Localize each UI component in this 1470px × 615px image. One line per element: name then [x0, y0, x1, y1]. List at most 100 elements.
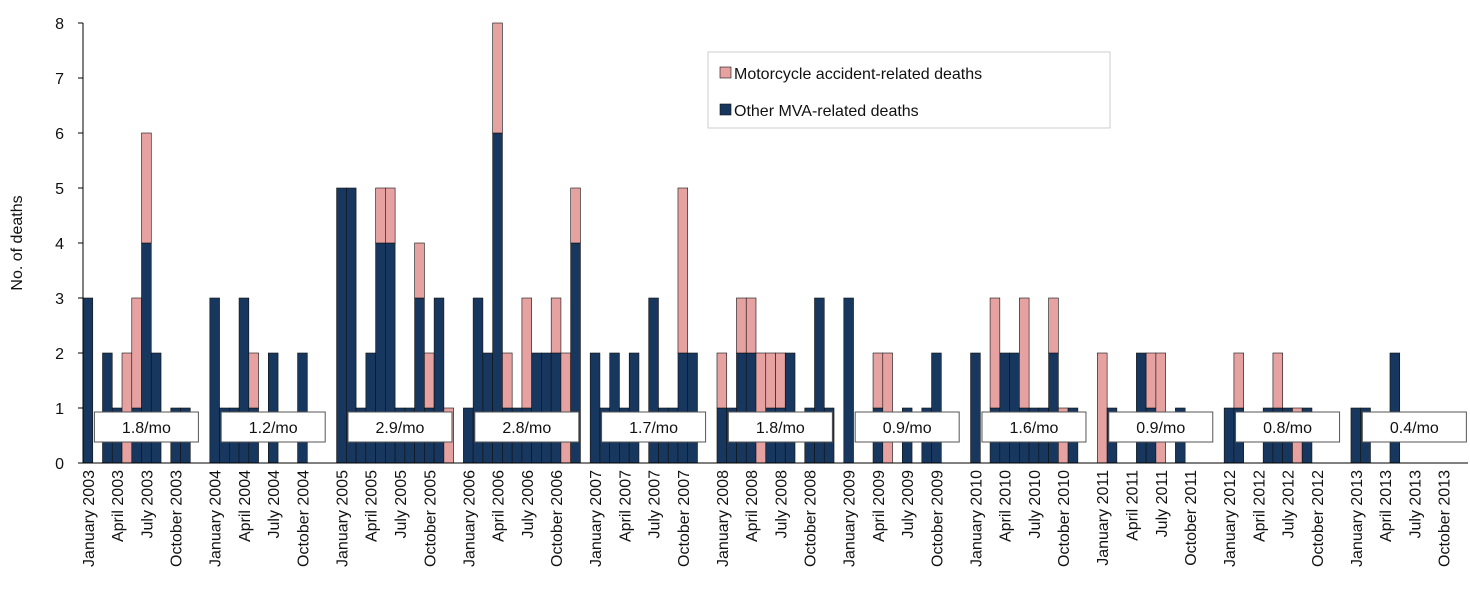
- bar-segment: [765, 352, 776, 409]
- bar-segment: [1019, 297, 1030, 409]
- bar-segment: [609, 352, 620, 464]
- bar-segment: [736, 352, 747, 464]
- bar-segment: [560, 352, 571, 464]
- y-tick-label: 0: [55, 456, 64, 473]
- x-tick-label: October 2005: [422, 470, 439, 567]
- bar-segment: [989, 297, 1001, 409]
- x-tick-label: January 2010: [968, 470, 985, 567]
- bar-segment: [521, 297, 532, 409]
- x-tick-label: January 2012: [1222, 470, 1239, 567]
- x-tick-label: April 2011: [1125, 470, 1142, 541]
- bar-segment: [1145, 352, 1157, 409]
- x-tick-label: April 2003: [110, 470, 127, 542]
- x-tick-label: January 2003: [81, 470, 98, 567]
- bar-segment: [1097, 352, 1108, 464]
- x-tick-label: July 2012: [1281, 470, 1298, 539]
- rate-annotation: 2.9/mo: [376, 420, 425, 437]
- bar-segment: [141, 132, 152, 244]
- x-tick-label: July 2006: [520, 470, 537, 539]
- bar-segment: [755, 352, 767, 464]
- bar-segment: [716, 352, 728, 409]
- bar-segment: [385, 187, 396, 244]
- y-tick-label: 3: [55, 291, 64, 308]
- bar-segment: [550, 352, 562, 464]
- bar-segment: [677, 187, 689, 354]
- rate-annotation: 1.8/mo: [756, 420, 805, 437]
- x-tick-label: July 2004: [266, 470, 283, 539]
- bar-segment: [716, 407, 728, 464]
- legend-box: [707, 51, 1111, 129]
- bar-segment: [1223, 407, 1235, 464]
- x-tick-label: April 2010: [998, 470, 1015, 542]
- bar-segment: [82, 297, 94, 464]
- rate-box: [1361, 411, 1467, 443]
- rate-box: [220, 411, 326, 443]
- bar-segment: [248, 352, 259, 409]
- x-tick-label: October 2010: [1056, 470, 1073, 567]
- bar-segment: [1350, 407, 1362, 464]
- bar-segment: [365, 352, 376, 464]
- legend-label: Motorcycle accident-related deaths: [734, 66, 982, 83]
- rate-box: [1235, 411, 1341, 443]
- bar-segment: [424, 352, 435, 409]
- bar-segment: [550, 297, 562, 354]
- bar-segment: [677, 352, 689, 464]
- bar-segment: [570, 187, 581, 244]
- bar-segment: [999, 352, 1010, 464]
- x-tick-label: July 2005: [393, 470, 410, 539]
- bar-segment: [931, 352, 942, 464]
- x-tick-label: July 2009: [900, 470, 917, 539]
- bar-segment: [1272, 352, 1283, 409]
- rate-box: [1108, 411, 1214, 443]
- bar-segment: [1389, 352, 1401, 464]
- x-tick-label: January 2005: [334, 470, 351, 567]
- rate-box: [93, 411, 199, 443]
- x-tick-label: April 2009: [871, 470, 888, 542]
- x-tick-label: October 2007: [676, 470, 693, 567]
- y-tick-label: 1: [55, 401, 64, 418]
- rate-annotation: 0.8/mo: [1263, 420, 1312, 437]
- bar-segment: [843, 297, 854, 464]
- y-tick-label: 2: [55, 346, 64, 363]
- rate-annotation: 0.9/mo: [883, 420, 932, 437]
- rate-box: [601, 411, 707, 443]
- bar-segment: [414, 242, 425, 299]
- bar-segment: [492, 22, 503, 134]
- y-tick-label: 6: [55, 126, 64, 143]
- rate-annotation: 1.7/mo: [629, 420, 678, 437]
- x-tick-label: October 2004: [295, 470, 312, 567]
- bar-segment: [131, 297, 142, 409]
- rate-box: [854, 411, 960, 443]
- bar-segment: [687, 352, 698, 464]
- x-tick-label: July 2010: [1027, 470, 1044, 539]
- bar-segment: [745, 352, 757, 464]
- x-tick-label: January 2011: [1095, 470, 1112, 566]
- bar-segment: [297, 352, 308, 464]
- bar-segment: [463, 407, 474, 464]
- y-tick-label: 4: [55, 236, 64, 253]
- bar-segment: [736, 297, 747, 354]
- bar-segment: [745, 297, 757, 354]
- x-tick-label: July 2007: [647, 470, 664, 539]
- bar-segment: [121, 352, 133, 464]
- x-tick-label: October 2013: [1437, 470, 1454, 567]
- legend-label: Other MVA-related deaths: [734, 103, 919, 120]
- bar-segment: [628, 352, 640, 464]
- bar-segment: [482, 352, 493, 464]
- rate-box: [981, 411, 1087, 443]
- x-tick-label: April 2005: [364, 470, 381, 542]
- bar-segment: [970, 352, 981, 464]
- rate-annotation: 0.4/mo: [1390, 420, 1439, 437]
- bar-segment: [784, 352, 796, 464]
- y-tick-label: 7: [55, 71, 64, 88]
- rate-annotation: 2.8/mo: [502, 420, 551, 437]
- x-tick-label: January 2006: [461, 470, 478, 567]
- x-tick-label: January 2009: [842, 470, 859, 567]
- x-tick-label: April 2004: [237, 470, 254, 542]
- x-tick-label: January 2008: [715, 470, 732, 567]
- bar-segment: [1048, 297, 1059, 354]
- rate-box: [474, 411, 580, 443]
- x-tick-label: January 2007: [588, 470, 605, 567]
- bar-segment: [1233, 352, 1244, 409]
- bar-segment: [268, 352, 279, 464]
